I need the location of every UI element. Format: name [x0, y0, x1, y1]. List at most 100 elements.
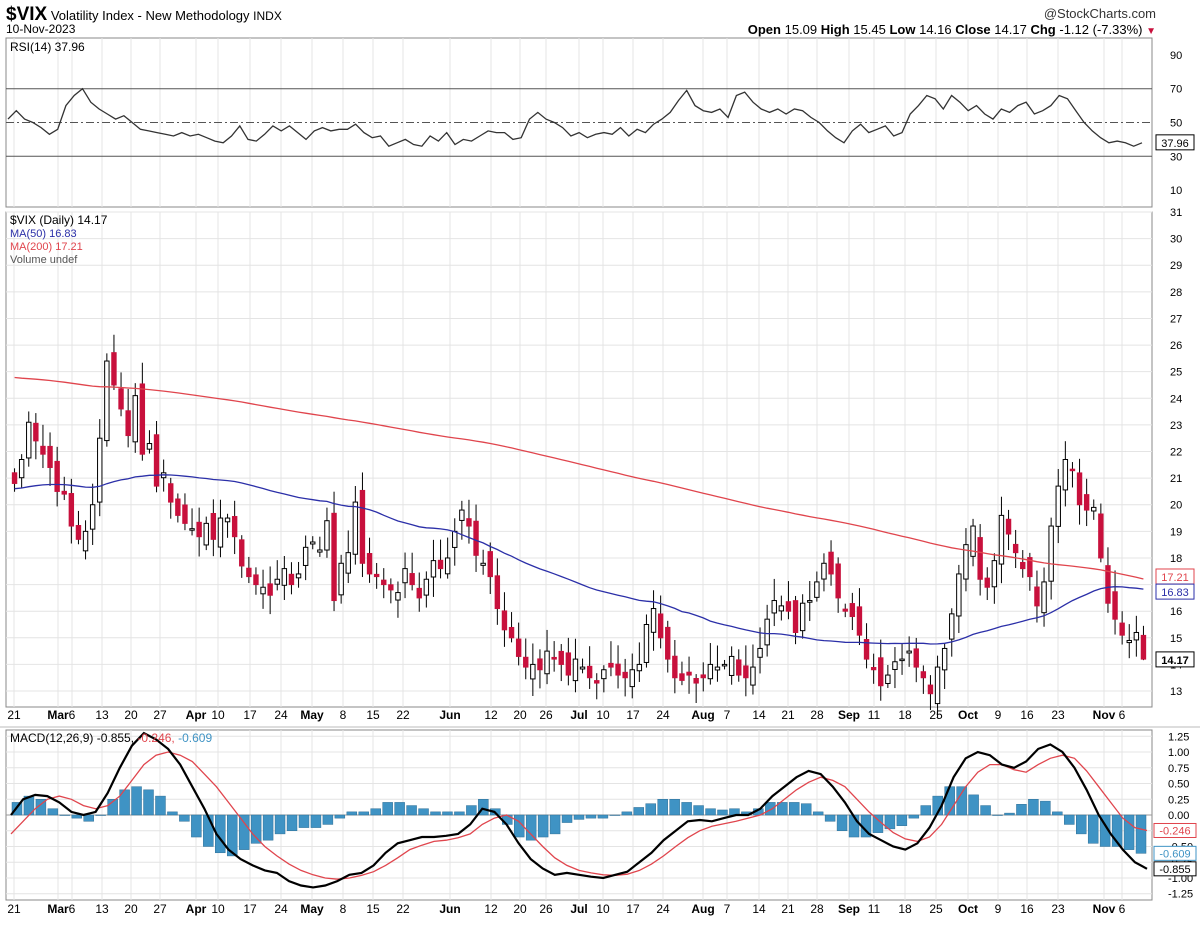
candle-body	[288, 573, 295, 586]
x-label-bottom-9: 24	[274, 902, 288, 916]
x-label-top-35: Nov	[1093, 708, 1116, 722]
candle-body	[494, 575, 501, 610]
candle-body	[934, 666, 941, 705]
macd-hist-bar	[525, 814, 537, 841]
macd-hist-bar	[1111, 814, 1123, 847]
price-tick-12: 19	[1170, 526, 1182, 538]
macd-hist-bar	[238, 814, 250, 850]
candle-body	[231, 516, 238, 538]
candle-body	[792, 600, 799, 633]
x-label-bottom-34: 23	[1051, 902, 1065, 916]
candle-body	[771, 600, 777, 614]
candle-body	[757, 647, 763, 658]
macd-hist-bar	[884, 814, 896, 830]
candle-body	[210, 513, 217, 540]
x-label-bottom-5: 27	[153, 902, 167, 916]
candle-body	[473, 520, 479, 556]
x-label-top-3: 13	[95, 708, 109, 722]
x-label-bottom-12: 15	[366, 902, 380, 916]
macd-hist-bar	[777, 802, 788, 816]
candle-body	[1041, 581, 1047, 614]
x-label-top-1: Mar	[47, 708, 69, 722]
macd-hist-bar	[95, 814, 106, 816]
candle-body	[345, 552, 351, 574]
macd-legend: MACD(12,26,9) -0.855, -0.246, -0.609	[10, 731, 212, 745]
candle-body	[224, 517, 231, 523]
macd-signal-line	[10, 751, 1148, 880]
x-label-bottom-29: 18	[898, 902, 912, 916]
candle-body	[295, 573, 302, 579]
x-label-bottom-20: 17	[626, 902, 640, 916]
chart-title: $VIX Volatility Index - New Methodology …	[6, 4, 282, 26]
price-legend-main: $VIX (Daily) 14.17	[10, 213, 108, 227]
candle-body	[814, 581, 820, 598]
candle-body	[1076, 472, 1083, 506]
candle-body	[579, 666, 586, 670]
candle-body	[33, 422, 39, 442]
chg-value: -1.12 (-7.33%)	[1059, 22, 1143, 37]
candle-body	[416, 587, 422, 599]
candle-body	[807, 600, 813, 603]
candle-body	[594, 680, 600, 684]
candle-body	[82, 530, 89, 552]
x-label-bottom-19: 10	[596, 902, 610, 916]
price-tick-10: 21	[1170, 473, 1182, 485]
x-label-top-4: 20	[124, 708, 138, 722]
candle-body	[1055, 485, 1061, 527]
price-tick-5: 26	[1170, 340, 1182, 352]
candle-body	[1126, 639, 1132, 644]
x-label-top-23: 7	[724, 708, 731, 722]
rsi-last-tag-box	[1155, 134, 1195, 151]
candle-body	[61, 490, 67, 495]
candle-body	[132, 395, 138, 443]
macd-hist-bar	[956, 786, 967, 816]
candle-body	[466, 518, 472, 527]
macd-hist-bar	[585, 814, 597, 819]
candle-body	[537, 658, 543, 671]
macd-tag-1: -0.609	[1159, 848, 1190, 860]
macd-legend-part-2: -0.246,	[137, 731, 178, 745]
copyright-label[interactable]: @StockCharts.com	[1043, 6, 1156, 21]
macd-tick-2: 0.75	[1168, 763, 1189, 775]
candle-body	[913, 648, 919, 668]
x-label-bottom-1: Mar	[47, 902, 69, 916]
x-label-bottom-15: 12	[484, 902, 498, 916]
candle-body	[189, 528, 195, 531]
macd-hist-bar	[203, 814, 214, 847]
candle-body	[1140, 634, 1147, 660]
price-tick-6: 25	[1170, 367, 1182, 379]
macd-hist-bar	[1135, 814, 1147, 854]
candle-body	[1098, 513, 1104, 559]
x-label-top-5: 27	[153, 708, 167, 722]
candle-body	[246, 567, 252, 578]
candle-body	[551, 656, 557, 660]
candle-body	[395, 592, 401, 601]
x-label-bottom-21: 24	[656, 902, 670, 916]
candle-body	[1112, 591, 1118, 620]
candle-body	[168, 483, 174, 503]
candle-body	[778, 605, 785, 612]
candle-body	[856, 606, 863, 636]
macd-hist-bar	[370, 808, 381, 816]
macd-hist-bar	[298, 814, 310, 828]
candle-body	[274, 578, 280, 585]
candle-body	[1020, 561, 1026, 570]
macd-hist-bar	[274, 814, 286, 835]
candle-body	[253, 574, 259, 586]
chart-date: 10-Nov-2023	[6, 22, 76, 36]
x-label-top-20: 17	[626, 708, 640, 722]
x-label-bottom-32: 9	[995, 902, 1002, 916]
macd-tag-box-2	[1153, 861, 1197, 877]
x-label-bottom-16: 20	[513, 902, 527, 916]
candle-body	[622, 671, 628, 679]
x-label-top-19: 10	[596, 708, 610, 722]
candle-body	[281, 568, 288, 586]
price-tick-9: 22	[1170, 447, 1182, 459]
candle-body	[68, 493, 75, 527]
candle-body	[139, 383, 146, 455]
candle-body	[998, 514, 1005, 565]
macd-hist-bar	[466, 805, 477, 816]
macd-hist-bar	[1076, 814, 1087, 835]
